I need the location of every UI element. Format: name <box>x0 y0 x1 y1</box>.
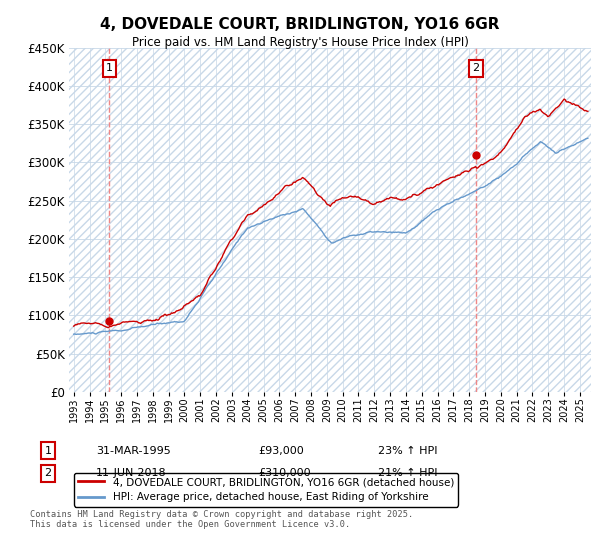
Text: 2: 2 <box>473 63 480 73</box>
Text: 4, DOVEDALE COURT, BRIDLINGTON, YO16 6GR: 4, DOVEDALE COURT, BRIDLINGTON, YO16 6GR <box>100 17 500 32</box>
Text: 21% ↑ HPI: 21% ↑ HPI <box>378 468 437 478</box>
Text: 2: 2 <box>44 468 52 478</box>
Text: 1: 1 <box>44 446 52 456</box>
Legend: 4, DOVEDALE COURT, BRIDLINGTON, YO16 6GR (detached house), HPI: Average price, d: 4, DOVEDALE COURT, BRIDLINGTON, YO16 6GR… <box>74 473 458 506</box>
Text: 23% ↑ HPI: 23% ↑ HPI <box>378 446 437 456</box>
Text: Contains HM Land Registry data © Crown copyright and database right 2025.
This d: Contains HM Land Registry data © Crown c… <box>30 510 413 529</box>
Text: 1: 1 <box>106 63 113 73</box>
Text: 11-JUN-2018: 11-JUN-2018 <box>96 468 167 478</box>
Text: £93,000: £93,000 <box>258 446 304 456</box>
Text: Price paid vs. HM Land Registry's House Price Index (HPI): Price paid vs. HM Land Registry's House … <box>131 36 469 49</box>
Text: 31-MAR-1995: 31-MAR-1995 <box>96 446 171 456</box>
Text: £310,000: £310,000 <box>258 468 311 478</box>
